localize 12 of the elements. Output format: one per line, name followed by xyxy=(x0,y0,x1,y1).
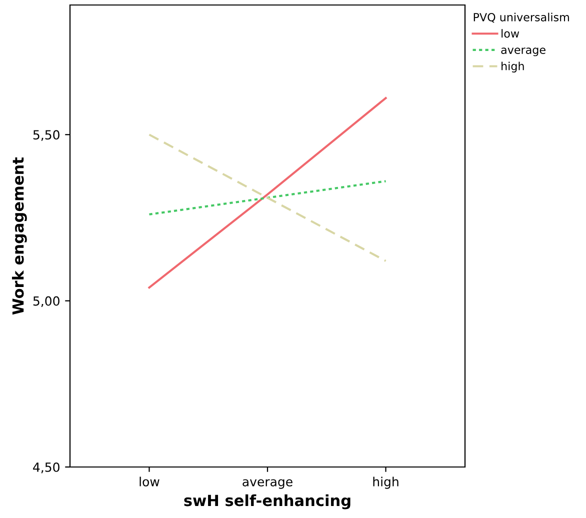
legend-label: low xyxy=(502,29,520,38)
x-tick-label: low xyxy=(140,476,160,486)
legend-label: high xyxy=(502,62,524,72)
y-axis-title: Work engagement xyxy=(12,157,27,315)
x-axis-title: swH self-enhancing xyxy=(184,494,350,510)
x-tick-label: high xyxy=(373,476,398,489)
y-tick-label: 5,50 xyxy=(33,130,60,141)
legend-label: average xyxy=(501,48,546,56)
y-tick-label: 5,00 xyxy=(33,296,60,308)
x-tick-label: average xyxy=(242,479,292,489)
legend-title: PVQ universalism xyxy=(474,12,569,23)
y-tick-label: 4,50 xyxy=(33,462,60,474)
